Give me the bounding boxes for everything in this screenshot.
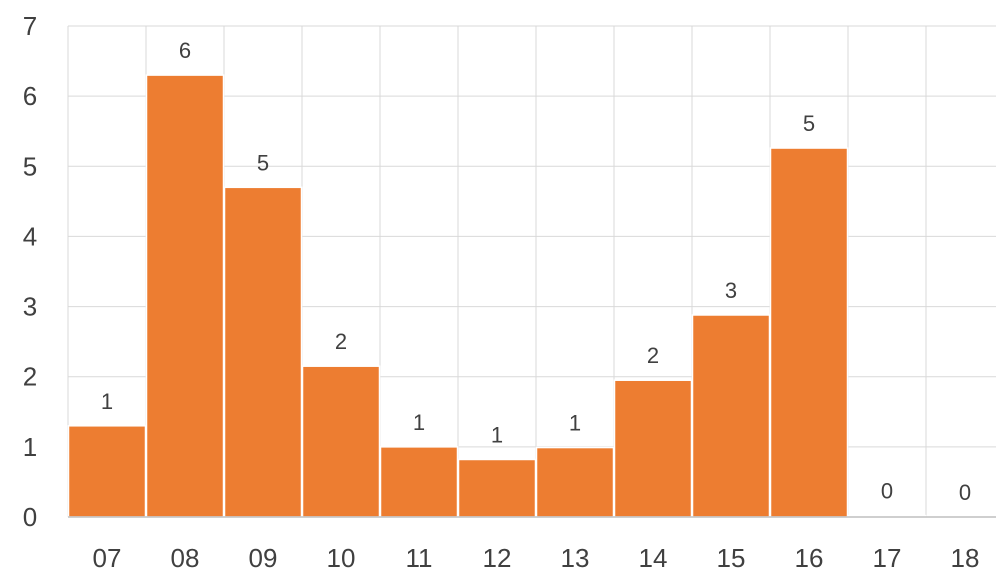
x-tick-label: 18 <box>951 543 980 573</box>
data-label: 5 <box>257 150 269 175</box>
data-label: 5 <box>803 111 815 136</box>
data-label: 0 <box>959 480 971 505</box>
data-label: 0 <box>881 479 893 504</box>
y-axis: 0 1 2 3 4 5 6 7 <box>23 11 37 532</box>
bar <box>301 365 381 518</box>
x-tick-label: 15 <box>717 543 746 573</box>
data-label: 6 <box>179 38 191 63</box>
bars-group <box>67 74 927 518</box>
x-tick-label: 11 <box>406 543 433 573</box>
y-tick-label: 7 <box>23 11 37 41</box>
x-tick-label: 16 <box>795 543 824 573</box>
bar <box>613 379 693 518</box>
x-tick-label: 08 <box>171 543 200 573</box>
y-tick-label: 4 <box>23 221 37 251</box>
x-axis: 07 08 09 10 11 12 13 14 15 16 17 18 <box>68 516 996 573</box>
x-tick-label: 13 <box>561 543 590 573</box>
data-label: 2 <box>335 329 347 354</box>
bar <box>457 458 537 518</box>
x-tick-label: 09 <box>249 543 278 573</box>
data-label: 1 <box>491 422 503 447</box>
x-tick-label: 12 <box>483 543 512 573</box>
x-tick-label: 17 <box>873 543 902 573</box>
data-labels-group: 1 6 5 2 1 1 1 2 3 5 0 0 <box>101 38 971 505</box>
bar <box>691 314 771 518</box>
y-tick-label: 5 <box>23 151 37 181</box>
x-tick-label: 14 <box>639 543 668 573</box>
x-tick-label: 07 <box>93 543 122 573</box>
bar <box>223 186 303 518</box>
x-tick-label: 10 <box>327 543 356 573</box>
data-label: 1 <box>101 389 113 414</box>
data-label: 3 <box>725 278 737 303</box>
y-tick-label: 0 <box>23 502 37 532</box>
y-tick-label: 3 <box>23 292 37 322</box>
bar <box>379 446 459 518</box>
y-tick-label: 2 <box>23 362 37 392</box>
bar <box>145 74 225 518</box>
y-tick-label: 1 <box>23 432 37 462</box>
bar <box>769 147 849 518</box>
data-label: 2 <box>647 343 659 368</box>
bar <box>67 425 147 518</box>
data-label: 1 <box>569 411 581 436</box>
y-tick-label: 6 <box>23 81 37 111</box>
bar <box>535 446 615 518</box>
data-label: 1 <box>413 410 425 435</box>
